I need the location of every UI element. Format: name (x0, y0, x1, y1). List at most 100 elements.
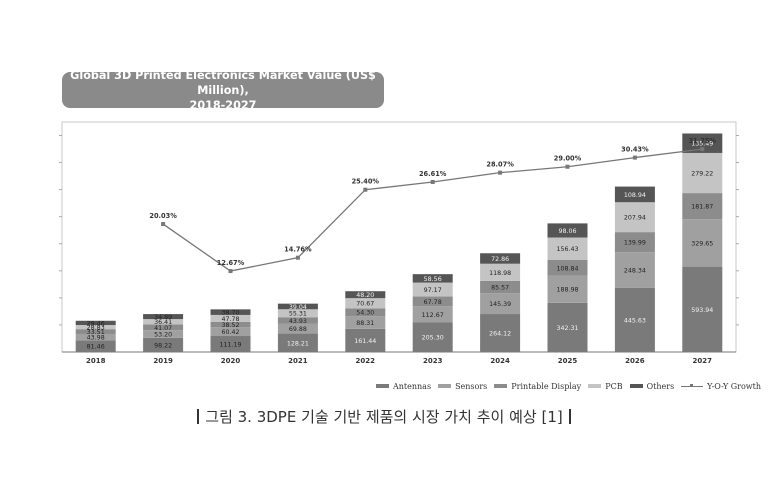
bar-segment-pcb (277, 309, 318, 318)
segment-value-label: 248.34 (624, 268, 646, 275)
segment-value-label: 88.31 (356, 320, 374, 327)
legend-label: Y-O-Y Growth (707, 381, 762, 391)
bar-segment-antennas (480, 314, 521, 352)
bar-segment-others (210, 309, 251, 315)
legend-label: PCB (605, 381, 623, 391)
legend-item-printable-display: Printable Display (494, 382, 581, 391)
chart-title-line2: 2018-2027 (189, 98, 257, 112)
bar-segment-pcb (412, 282, 453, 297)
x-tick-label: 2027 (693, 357, 713, 365)
growth-label: 25.40% (352, 178, 380, 186)
bar-segment-sensors (75, 333, 116, 341)
segment-value-label: 43.98 (87, 335, 105, 342)
segment-value-label: 342.31 (556, 325, 578, 332)
bar-segment-others (75, 320, 116, 326)
bar-segment-antennas (412, 322, 453, 352)
legend-label: Printable Display (511, 381, 582, 391)
bar-segment-others (480, 253, 521, 264)
legend-swatch (376, 384, 389, 388)
bar-segment-pcb (614, 202, 655, 233)
segment-value-label: 139.99 (624, 240, 646, 247)
segment-value-label: 41.07 (154, 325, 172, 332)
bar-segment-sensors (210, 327, 251, 337)
segment-value-label: 34.89 (154, 314, 172, 321)
segment-value-label: 135.49 (691, 141, 713, 148)
legend: Antennas Sensors Printable Display PCB Other… (376, 380, 768, 392)
chart-title: Global 3D Printed Electronics Market Val… (62, 69, 384, 112)
growth-point (161, 222, 166, 227)
bar-segment-printable-display (210, 321, 251, 328)
segment-value-label: 53.20 (154, 332, 172, 339)
bar-segment-others (277, 303, 318, 310)
bar-segment-others (412, 274, 453, 283)
chart-title-line1: Global 3D Printed Electronics Market Val… (70, 68, 376, 97)
bar-segment-antennas (614, 287, 655, 352)
x-tick-label: 2023 (423, 357, 443, 365)
segment-value-label: 48.20 (356, 292, 374, 299)
segment-value-label: 54.30 (356, 310, 374, 317)
caption-left-bar (197, 409, 200, 424)
segment-value-label: 593.94 (691, 307, 713, 314)
segment-value-label: 181.87 (691, 204, 713, 211)
segment-value-label: 279.22 (691, 171, 713, 178)
growth-point (363, 187, 368, 192)
segment-value-label: 38.70 (221, 310, 239, 317)
bar-segment-others (143, 314, 184, 320)
growth-label: 14.76% (284, 246, 312, 254)
bar-segment-sensors (345, 316, 386, 329)
segment-value-label: 98.22 (154, 342, 172, 349)
segment-value-label: 28.83 (87, 325, 105, 332)
figure-caption: 그림 3. 3DPE 기술 기반 제품의 시장 가치 추이 예상 [1] (0, 406, 768, 427)
segment-value-label: 36.41 (154, 319, 172, 326)
bar-segment-printable-display (345, 308, 386, 317)
segment-value-label: 58.56 (424, 276, 442, 283)
segment-value-label: 108.94 (624, 192, 646, 199)
bar-segment-printable-display (412, 296, 453, 307)
segment-value-label: 264.12 (489, 331, 511, 338)
legend-swatch (629, 384, 643, 388)
legend-swatch (494, 384, 508, 388)
growth-label: 26.61% (419, 170, 447, 178)
bar-segment-sensors (480, 293, 521, 315)
bar-segment-printable-display (277, 317, 318, 324)
bar-segment-sensors (412, 306, 453, 323)
legend-label: Others (646, 381, 675, 391)
legend-item-others: Others (629, 381, 675, 391)
segment-value-label: 60.42 (221, 329, 239, 336)
bar-segment-sensors (143, 330, 184, 338)
segment-value-label: 98.06 (558, 228, 576, 235)
growth-label: 28.07% (486, 161, 514, 169)
segment-value-label: 85.57 (491, 284, 509, 291)
segment-value-label: 445.63 (624, 317, 646, 324)
growth-point (700, 147, 705, 152)
x-tick-label: 2018 (86, 357, 106, 365)
growth-point (498, 170, 503, 175)
segment-value-label: 128.21 (287, 340, 309, 347)
segment-value-label: 207.94 (624, 215, 646, 222)
bar-segment-printable-display (75, 329, 116, 334)
bar-segments (75, 133, 723, 352)
segment-value-label: 118.98 (489, 270, 511, 277)
bar-segment-antennas (143, 337, 184, 352)
bar-segment-antennas (682, 266, 723, 352)
segment-value-label: 43.93 (289, 318, 307, 325)
segment-value-label: 29.46 (87, 320, 105, 327)
x-tick-label: 2020 (221, 357, 241, 365)
growth-label: 30.43% (621, 146, 649, 154)
growth-label: 12.67% (217, 259, 245, 267)
bar-segment-sensors (277, 323, 318, 334)
bar-segment-others (547, 223, 588, 238)
caption-text: 그림 3. 3DPE 기술 기반 제품의 시장 가치 추이 예상 [1] (205, 408, 563, 426)
bar-segment-antennas (210, 336, 251, 352)
x-tick-label: 2024 (490, 357, 510, 365)
segment-value-label: 47.78 (221, 316, 239, 323)
bar-segment-pcb (143, 319, 184, 325)
segment-value-label: 108.84 (556, 265, 578, 272)
bar-segment-printable-display (682, 193, 723, 220)
bar-segment-sensors (682, 219, 723, 267)
bar-segment-antennas (277, 333, 318, 352)
bar-segment-printable-display (143, 324, 184, 331)
x-tick-label: 2019 (153, 357, 173, 365)
legend-swatch (438, 384, 452, 388)
